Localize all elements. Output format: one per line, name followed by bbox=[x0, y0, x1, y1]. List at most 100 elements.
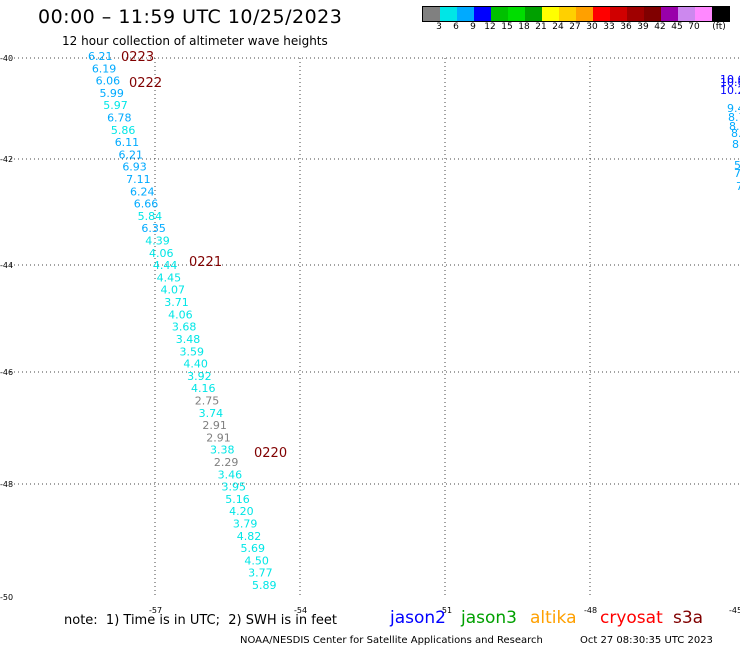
swh-value-edge: 8. bbox=[729, 120, 740, 133]
scale-label: 6 bbox=[453, 22, 459, 32]
swh-value: 5.16 bbox=[225, 493, 250, 506]
scale-label: 24 bbox=[552, 22, 564, 32]
swh-value: 2.91 bbox=[202, 419, 227, 432]
swh-value: 4.06 bbox=[149, 247, 174, 260]
scale-swatch bbox=[559, 7, 576, 21]
swh-value: 3.46 bbox=[218, 468, 243, 481]
swh-value-edge: 10.2 bbox=[720, 84, 740, 97]
footer-timestamp: Oct 27 08:30:35 UTC 2023 bbox=[580, 635, 713, 646]
lat-label: -44 bbox=[0, 261, 13, 270]
swh-value: 4.40 bbox=[183, 358, 208, 371]
scale-swatch bbox=[542, 7, 559, 21]
swh-value: 5.89 bbox=[252, 579, 277, 592]
satellite-name: jason2 bbox=[390, 608, 446, 628]
swh-value: 5.84 bbox=[138, 210, 163, 223]
swh-value: 5.99 bbox=[99, 87, 124, 100]
swh-value: 4.20 bbox=[229, 505, 254, 518]
swh-value: 2.75 bbox=[195, 394, 220, 407]
swh-value: 3.48 bbox=[176, 333, 201, 346]
scale-label: 18 bbox=[518, 22, 530, 32]
edge-track: 10.610.610.29.48.78.8.58577 bbox=[720, 73, 740, 193]
scale-swatch bbox=[491, 7, 508, 21]
scale-label: 27 bbox=[569, 22, 581, 32]
swh-value: 2.91 bbox=[206, 431, 231, 444]
scale-swatch bbox=[644, 7, 661, 21]
swh-value: 2.29 bbox=[214, 456, 239, 469]
lon-label: -51 bbox=[439, 606, 452, 615]
swh-value-edge: 7 bbox=[734, 167, 740, 180]
swh-value: 6.78 bbox=[107, 112, 131, 125]
swh-value: 4.07 bbox=[160, 284, 185, 297]
scale-swatch bbox=[474, 7, 491, 21]
scale-label: 33 bbox=[603, 22, 615, 32]
scale-swatch bbox=[610, 7, 627, 21]
scale-label: 70 bbox=[688, 22, 700, 32]
scale-label: 21 bbox=[535, 22, 547, 32]
swh-value: 5.97 bbox=[103, 99, 128, 112]
swh-value: 4.44 bbox=[153, 259, 178, 272]
pass-time-label: 0223 bbox=[121, 50, 154, 65]
swh-value: 5.69 bbox=[241, 542, 266, 555]
scale-label: 30 bbox=[586, 22, 598, 32]
satellite-name: s3a bbox=[673, 608, 704, 628]
swh-value: 4.06 bbox=[168, 308, 193, 321]
footer-note: note: 1) Time is in UTC; 2) SWH is in fe… bbox=[64, 613, 337, 628]
scale-swatch bbox=[593, 7, 610, 21]
swh-value-edge: 7 bbox=[736, 180, 740, 193]
pass-time-label: 0220 bbox=[254, 446, 287, 461]
swh-value: 3.68 bbox=[172, 321, 197, 334]
scale-swatch bbox=[440, 7, 457, 21]
swh-value-edge: 10.6 bbox=[720, 73, 740, 86]
scale-label: 15 bbox=[501, 22, 513, 32]
swh-value: 3.38 bbox=[210, 444, 235, 457]
swh-value-edge: 8.7 bbox=[728, 111, 740, 124]
footer-credit: NOAA/NESDIS Center for Satellite Applica… bbox=[240, 635, 543, 646]
swh-value-edge: 8 bbox=[732, 138, 739, 151]
scale-swatch bbox=[508, 7, 525, 21]
time-labels: 0223 0222 0221 0220 bbox=[121, 50, 287, 461]
lon-label: -54 bbox=[294, 606, 307, 615]
pass-time-label: 0222 bbox=[129, 76, 162, 91]
lat-label: -46 bbox=[0, 368, 13, 377]
satellite-name: jason3 bbox=[461, 608, 517, 628]
scale-swatch bbox=[712, 7, 729, 21]
swh-value: 4.50 bbox=[244, 554, 268, 567]
scale-swatch bbox=[457, 7, 474, 21]
swh-value: 7.11 bbox=[126, 173, 150, 186]
scale-label: 39 bbox=[637, 22, 649, 32]
scale-label: 9 bbox=[470, 22, 476, 32]
swh-value: 4.82 bbox=[237, 530, 262, 543]
lon-label: -45 bbox=[729, 606, 740, 615]
scale-label: (ft) bbox=[712, 22, 726, 32]
scale-label: 3 bbox=[436, 22, 442, 32]
swh-value: 3.74 bbox=[199, 407, 224, 420]
swh-value-edge: 10.6 bbox=[720, 76, 740, 89]
scale-swatch bbox=[695, 7, 712, 21]
altimeter-track: 6.216.196.065.995.976.785.866.116.216.93… bbox=[88, 50, 277, 592]
swh-value: 4.45 bbox=[157, 271, 182, 284]
lon-label: -48 bbox=[584, 606, 597, 615]
axis-labels: -40 -42 -44 -46 -48 -50 -57 -54 -51 -48 -45 bbox=[0, 54, 740, 615]
swh-value: 6.21 bbox=[119, 148, 144, 161]
map-grid bbox=[10, 57, 740, 597]
swh-value: 6.11 bbox=[115, 136, 140, 149]
map-subtitle: 12 hour collection of altimeter wave hei… bbox=[62, 34, 328, 48]
scale-swatch bbox=[576, 7, 593, 21]
swh-value: 4.39 bbox=[145, 235, 170, 248]
lon-label: -57 bbox=[149, 606, 162, 615]
swh-value: 6.93 bbox=[122, 161, 147, 174]
swh-value: 4.16 bbox=[191, 382, 216, 395]
swh-value: 3.92 bbox=[187, 370, 212, 383]
pass-time-label: 0221 bbox=[189, 255, 222, 270]
scale-label: 36 bbox=[620, 22, 632, 32]
swh-value: 6.24 bbox=[130, 185, 155, 198]
swh-value: 5.86 bbox=[111, 124, 136, 137]
lat-label: -40 bbox=[0, 54, 13, 63]
scale-swatch bbox=[678, 7, 695, 21]
scale-label: 45 bbox=[671, 22, 683, 32]
swh-value: 6.66 bbox=[134, 198, 159, 211]
scale-swatch bbox=[525, 7, 542, 21]
swh-value: 6.35 bbox=[141, 222, 166, 235]
swh-value: 3.71 bbox=[164, 296, 189, 309]
